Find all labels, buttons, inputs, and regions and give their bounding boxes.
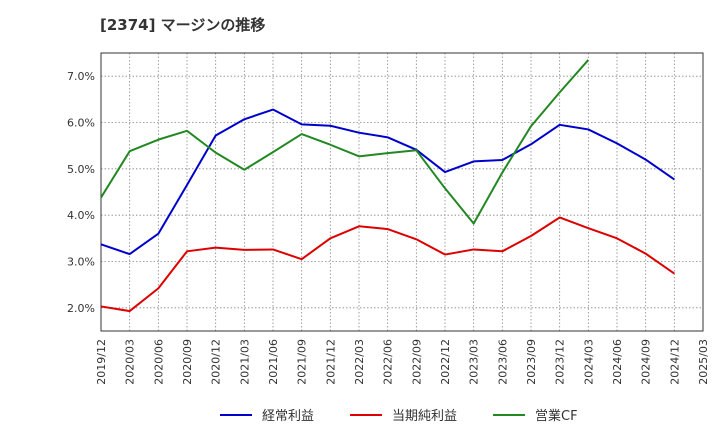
plot-area [100, 52, 704, 332]
x-tick-label: 2024/03 [582, 339, 595, 385]
legend: 経常利益 当期純利益 営業CF [220, 408, 578, 424]
x-tick-label: 2024/06 [611, 339, 624, 385]
x-tick-label: 2021/09 [296, 339, 309, 385]
series-line-1 [100, 216, 675, 313]
x-tick-label: 2023/12 [554, 339, 567, 385]
legend-label: 営業CF [535, 408, 578, 424]
x-tick-label: 2021/03 [238, 339, 251, 385]
series-line-2 [100, 59, 590, 225]
legend-label: 当期純利益 [392, 409, 457, 424]
x-tick-label: 2020/03 [124, 339, 137, 385]
x-tick-label: 2022/09 [410, 339, 423, 385]
x-tick-label: 2021/12 [324, 339, 337, 385]
x-axis-ticks: 2019/12 2020/03 2020/06 2020/09 2020/12 2021/… [95, 339, 710, 385]
x-tick-label: 2022/06 [382, 339, 395, 385]
x-tick-label: 2020/09 [181, 339, 194, 385]
x-tick-label: 2023/03 [468, 339, 481, 385]
x-tick-label: 2024/09 [640, 339, 653, 385]
x-tick-label: 2023/06 [496, 339, 509, 385]
y-tick-label: 6.0% [67, 117, 95, 130]
y-axis-ticks: 2.0% 3.0% 4.0% 5.0% 6.0% 7.0% [67, 70, 95, 315]
x-tick-label: 2020/06 [152, 339, 165, 385]
y-tick-label: 4.0% [67, 209, 95, 222]
x-tick-label: 2022/12 [439, 339, 452, 385]
series-lines [100, 59, 675, 313]
series-line-0 [100, 108, 675, 256]
y-tick-label: 2.0% [67, 302, 95, 315]
x-tick-label: 2021/06 [267, 339, 280, 385]
chart-title: [2374] マージンの推移 [100, 16, 266, 34]
x-tick-label: 2025/03 [697, 339, 710, 385]
y-tick-label: 5.0% [67, 163, 95, 176]
grid [101, 53, 703, 331]
x-tick-label: 2024/12 [668, 339, 681, 385]
x-tick-label: 2022/03 [353, 339, 366, 385]
y-tick-label: 3.0% [67, 256, 95, 269]
x-tick-label: 2020/12 [210, 339, 223, 385]
legend-label: 経常利益 [262, 409, 314, 424]
x-tick-label: 2023/09 [525, 339, 538, 385]
y-tick-label: 7.0% [67, 70, 95, 83]
x-tick-label: 2019/12 [95, 339, 108, 385]
